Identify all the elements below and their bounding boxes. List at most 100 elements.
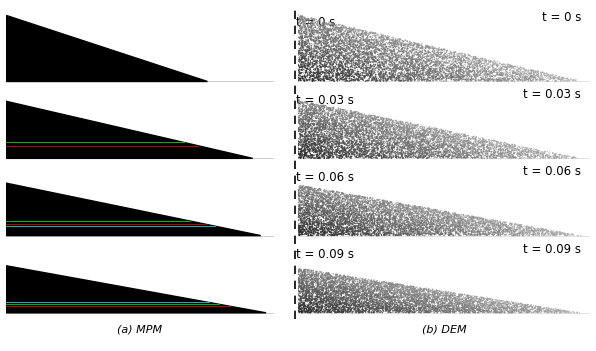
Point	[471, 305, 480, 311]
Point	[538, 228, 547, 233]
Point	[439, 301, 448, 307]
Point	[486, 219, 496, 225]
Point	[300, 191, 309, 197]
Point	[384, 203, 394, 208]
Point	[299, 269, 308, 275]
Point	[295, 113, 305, 119]
Point	[408, 296, 417, 302]
Point	[460, 302, 470, 307]
Point	[354, 134, 364, 140]
Point	[396, 220, 406, 226]
Point	[351, 152, 361, 158]
Point	[490, 308, 499, 313]
Point	[538, 152, 547, 158]
Point	[467, 74, 477, 79]
Point	[361, 63, 371, 69]
Point	[339, 48, 349, 53]
Point	[517, 229, 527, 234]
Point	[398, 309, 407, 315]
Point	[313, 41, 323, 47]
Point	[311, 282, 321, 288]
Point	[315, 39, 324, 44]
Point	[396, 288, 405, 293]
Point	[375, 41, 384, 47]
Point	[300, 271, 309, 277]
Point	[330, 288, 339, 294]
Point	[400, 216, 409, 221]
Point	[505, 143, 514, 148]
Point	[303, 24, 313, 29]
Point	[396, 119, 405, 124]
Point	[313, 34, 322, 39]
Point	[371, 53, 380, 59]
Point	[404, 297, 414, 303]
Point	[405, 153, 415, 158]
Point	[365, 294, 375, 299]
Point	[350, 298, 360, 304]
Point	[344, 67, 353, 72]
Point	[312, 193, 322, 198]
Point	[343, 124, 352, 130]
Point	[333, 114, 342, 120]
Point	[429, 143, 438, 149]
Point	[399, 42, 408, 47]
Point	[403, 146, 412, 151]
Point	[427, 125, 436, 131]
Point	[339, 145, 349, 151]
Point	[313, 204, 322, 209]
Point	[442, 74, 451, 80]
Point	[352, 195, 361, 200]
Point	[294, 225, 304, 230]
Point	[428, 298, 437, 304]
Point	[423, 217, 432, 222]
Point	[315, 155, 324, 160]
Point	[406, 75, 416, 81]
Point	[300, 39, 310, 45]
Point	[299, 200, 309, 206]
Point	[517, 302, 526, 307]
Point	[516, 152, 525, 157]
Point	[452, 64, 462, 69]
Point	[371, 45, 381, 50]
Point	[356, 288, 366, 293]
Point	[363, 78, 372, 84]
Point	[429, 212, 438, 218]
Point	[375, 134, 385, 140]
Point	[335, 51, 344, 57]
Point	[308, 282, 317, 287]
Point	[336, 219, 345, 224]
Point	[393, 76, 403, 82]
Point	[448, 67, 457, 73]
Point	[426, 220, 436, 226]
Point	[322, 204, 332, 209]
Point	[427, 145, 437, 150]
Point	[303, 67, 313, 72]
Point	[476, 154, 486, 160]
Point	[357, 298, 367, 304]
Point	[453, 65, 462, 70]
Point	[316, 151, 325, 157]
Point	[527, 78, 536, 84]
Point	[294, 75, 303, 80]
Point	[380, 298, 389, 304]
Point	[405, 294, 414, 300]
Point	[311, 226, 320, 231]
Point	[313, 288, 323, 294]
Point	[317, 54, 327, 60]
Point	[383, 74, 393, 80]
Point	[384, 206, 394, 212]
Point	[314, 138, 324, 144]
Point	[321, 285, 330, 291]
Point	[298, 124, 308, 129]
Point	[303, 63, 312, 68]
Point	[380, 224, 390, 230]
Point	[333, 233, 342, 238]
Point	[418, 58, 428, 64]
Point	[338, 211, 347, 217]
Point	[372, 39, 381, 45]
Point	[353, 280, 362, 286]
Point	[386, 285, 395, 291]
Point	[352, 144, 362, 150]
Point	[330, 220, 339, 226]
Point	[482, 73, 491, 78]
